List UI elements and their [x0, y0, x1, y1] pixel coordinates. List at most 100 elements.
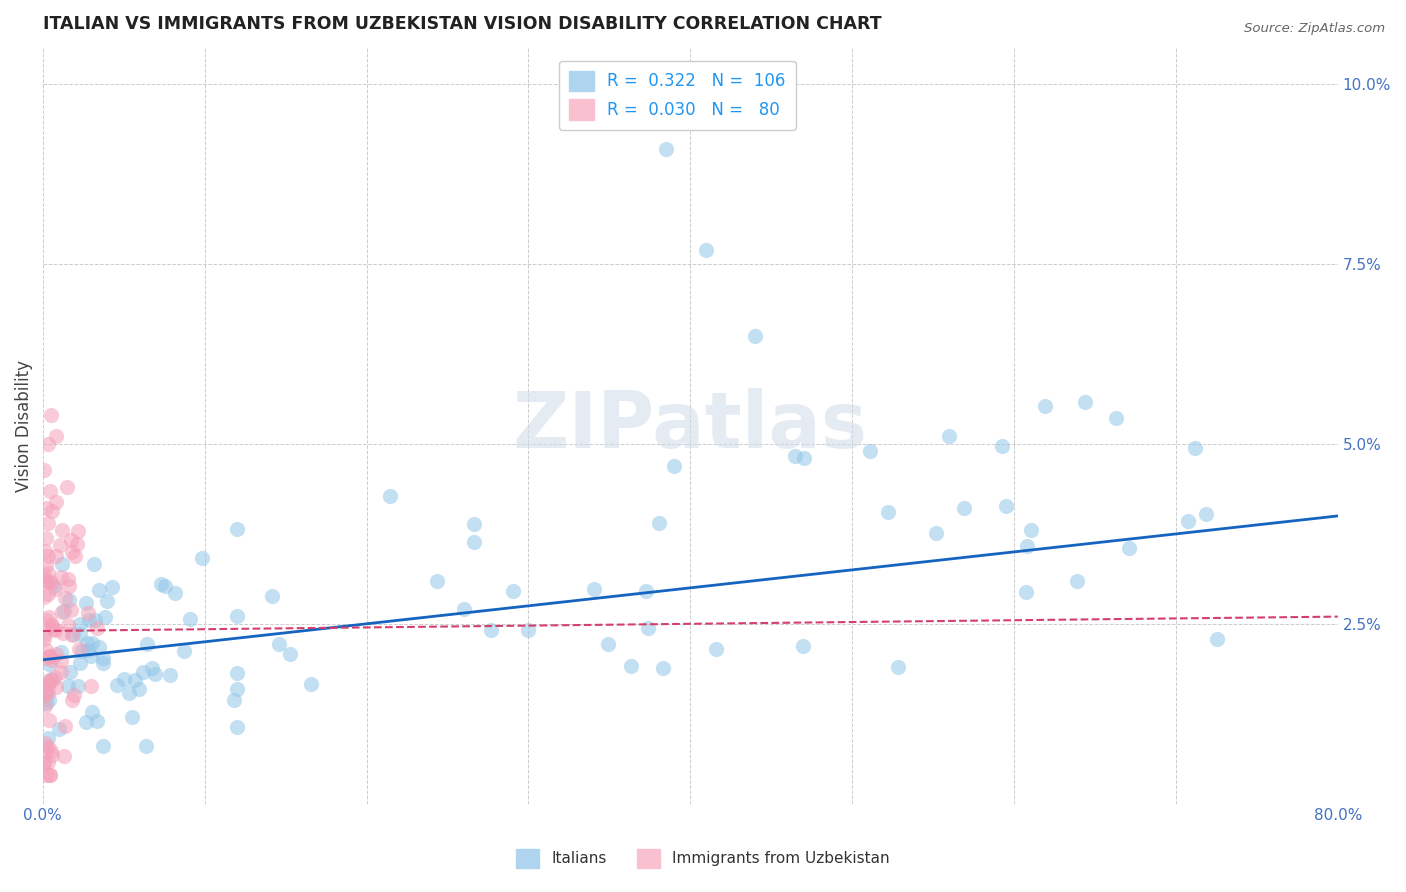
Point — [651, 661, 673, 675]
Point — [39, 618, 62, 632]
Point — [69, 656, 91, 670]
Point — [56, 680, 79, 694]
Point — [35, 696, 58, 710]
Point — [648, 516, 671, 530]
Point — [58, 592, 80, 607]
Point — [87, 582, 110, 597]
Point — [141, 661, 163, 675]
Point — [34, 628, 56, 642]
Point — [94, 610, 117, 624]
Point — [280, 647, 302, 661]
Point — [744, 329, 766, 343]
Point — [191, 550, 214, 565]
Point — [44, 582, 66, 596]
Point — [785, 449, 807, 463]
Text: ZIPatlas: ZIPatlas — [513, 388, 868, 464]
Point — [62, 627, 84, 641]
Point — [886, 660, 908, 674]
Point — [34, 543, 56, 558]
Point — [38, 713, 60, 727]
Point — [953, 501, 976, 516]
Point — [463, 517, 485, 532]
Point — [58, 579, 80, 593]
Point — [39, 672, 62, 686]
Point — [35, 768, 58, 782]
Point — [42, 622, 65, 636]
Point — [86, 621, 108, 635]
Point — [143, 667, 166, 681]
Point — [80, 648, 103, 663]
Point — [44, 670, 66, 684]
Point — [994, 499, 1017, 513]
Point — [132, 665, 155, 679]
Point — [378, 489, 401, 503]
Point — [51, 557, 73, 571]
Point — [41, 673, 63, 688]
Point — [75, 715, 97, 730]
Point — [96, 594, 118, 608]
Point — [60, 693, 83, 707]
Point — [859, 443, 882, 458]
Point — [53, 719, 76, 733]
Point — [634, 584, 657, 599]
Point — [65, 549, 87, 563]
Point — [69, 641, 91, 656]
Point — [59, 665, 82, 680]
Point — [35, 614, 58, 628]
Point — [664, 458, 686, 473]
Point — [135, 739, 157, 753]
Point — [86, 714, 108, 729]
Point — [82, 705, 104, 719]
Point — [112, 672, 135, 686]
Point — [39, 768, 62, 782]
Point — [51, 524, 73, 538]
Point — [1105, 410, 1128, 425]
Point — [58, 572, 80, 586]
Point — [793, 451, 815, 466]
Point — [620, 658, 643, 673]
Point — [70, 643, 93, 657]
Point — [37, 740, 59, 755]
Point — [41, 653, 63, 667]
Point — [52, 626, 75, 640]
Point — [925, 526, 948, 541]
Point — [66, 537, 89, 551]
Point — [75, 597, 97, 611]
Point — [34, 756, 56, 771]
Point — [39, 649, 62, 664]
Point — [226, 609, 249, 624]
Point — [159, 668, 181, 682]
Point — [38, 693, 60, 707]
Point — [34, 567, 56, 582]
Point — [37, 675, 59, 690]
Point — [35, 651, 58, 665]
Y-axis label: Vision Disability: Vision Disability — [15, 360, 32, 492]
Point — [66, 524, 89, 538]
Point — [35, 501, 58, 516]
Point — [91, 739, 114, 753]
Point — [37, 574, 59, 589]
Point — [41, 747, 63, 762]
Point — [56, 618, 79, 632]
Point — [37, 677, 59, 691]
Point — [704, 642, 727, 657]
Point — [1074, 394, 1097, 409]
Point — [39, 575, 62, 590]
Point — [53, 748, 76, 763]
Point — [37, 574, 59, 589]
Point — [76, 642, 98, 657]
Text: ITALIAN VS IMMIGRANTS FROM UZBEKISTAN VISION DISABILITY CORRELATION CHART: ITALIAN VS IMMIGRANTS FROM UZBEKISTAN VI… — [42, 15, 882, 33]
Point — [52, 604, 75, 618]
Point — [48, 723, 70, 737]
Point — [69, 627, 91, 641]
Point — [34, 572, 56, 586]
Point — [173, 643, 195, 657]
Point — [34, 743, 56, 757]
Point — [224, 692, 246, 706]
Point — [59, 603, 82, 617]
Point — [38, 483, 60, 498]
Point — [84, 613, 107, 627]
Point — [453, 601, 475, 615]
Point — [299, 677, 322, 691]
Point — [262, 589, 284, 603]
